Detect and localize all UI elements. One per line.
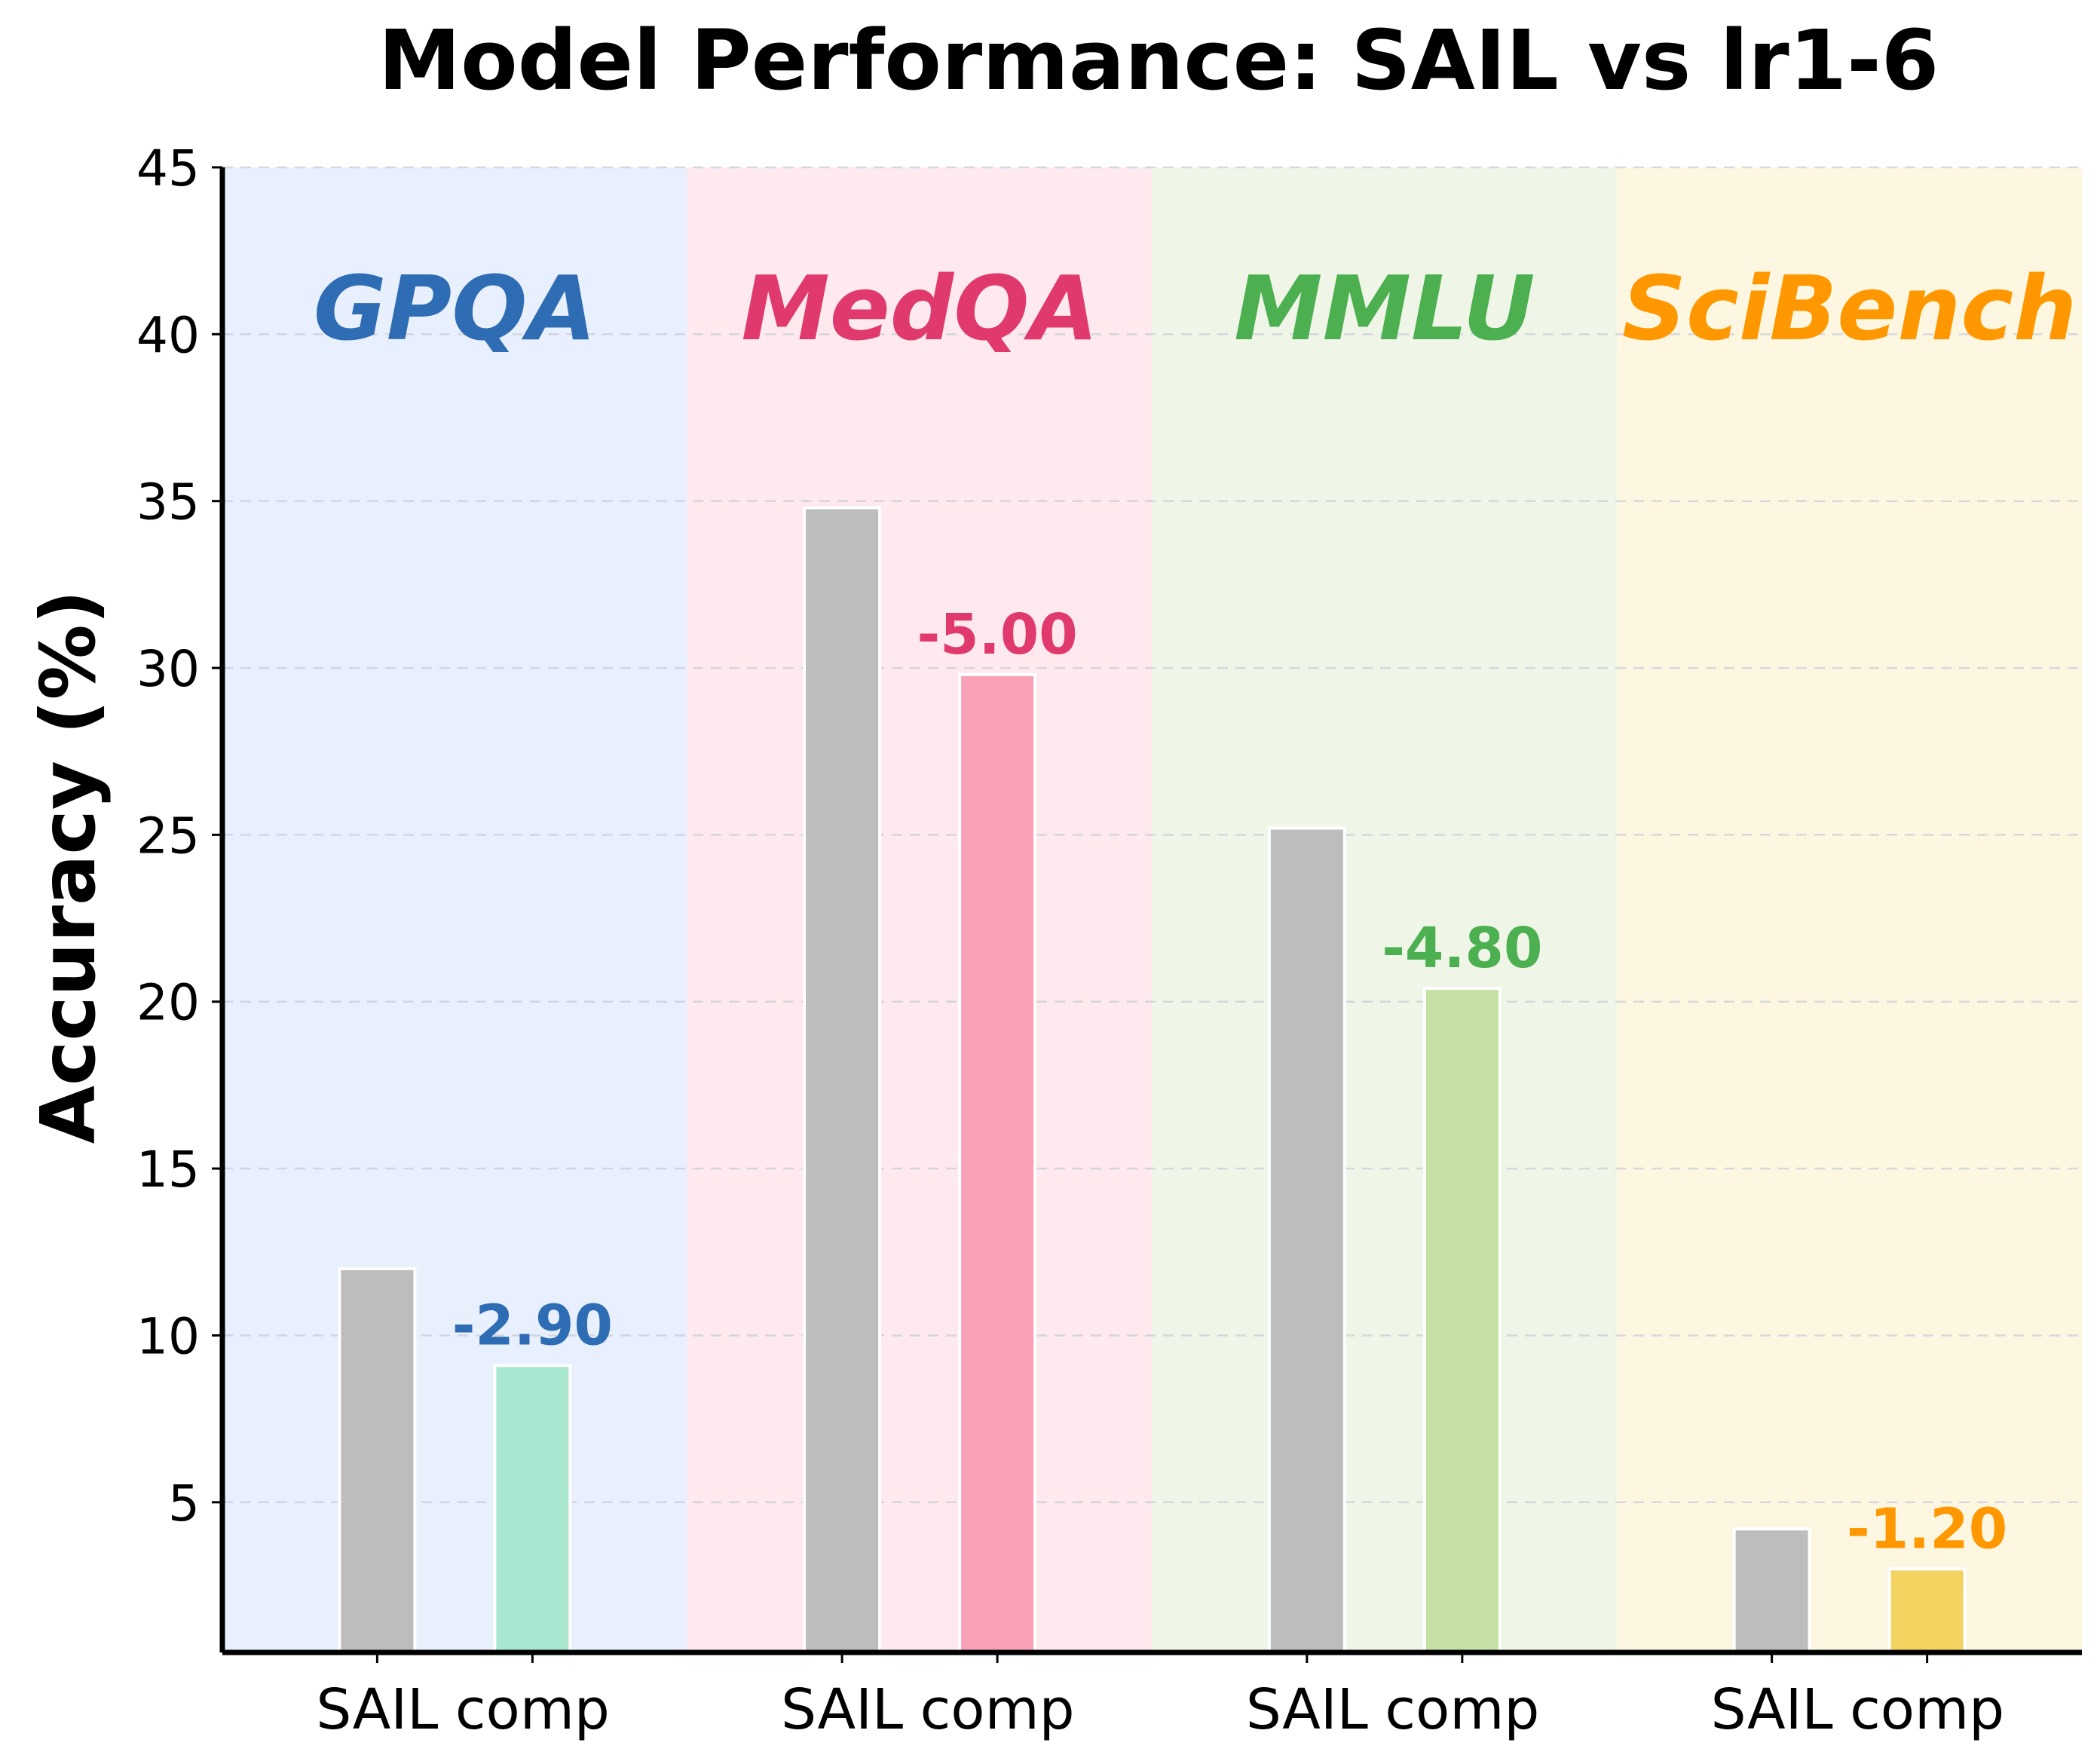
x-tick-label: comp: [920, 1677, 1075, 1742]
bar-medqa-comp: [958, 672, 1037, 1654]
bar-medqa-sail: [803, 506, 882, 1654]
group-title-medqa: MedQA: [741, 256, 1098, 360]
y-tick-label: 5: [168, 1475, 200, 1533]
group-background-scibench: [1617, 167, 2082, 1652]
y-tick-label: 30: [136, 640, 200, 698]
y-axis-label: Accuracy (%): [24, 590, 112, 1144]
group-title-gpqa: GPQA: [314, 256, 596, 360]
axes: [212, 166, 2082, 1663]
x-tick-label: SAIL: [316, 1677, 438, 1742]
labels: GPQA SAIL comp -2.90 MedQA SAIL comp -5.00 MMLU S…: [136, 139, 2077, 1742]
group-background-medqa: [687, 167, 1153, 1652]
diff-label-mmlu: -4.80: [1382, 916, 1542, 981]
y-tick-label: 45: [136, 139, 200, 198]
y-tick-label: 15: [136, 1141, 200, 1199]
bar-scibench-sail: [1732, 1527, 1811, 1655]
chart-title: Model Performance: SAIL vs lr1-6: [378, 12, 1939, 109]
y-tick-label: 35: [136, 473, 200, 531]
group-title-mmlu: MMLU: [1234, 256, 1535, 360]
bar-mmlu-comp: [1422, 987, 1502, 1654]
bar-gpqa-sail: [338, 1266, 417, 1655]
x-tick-label: comp: [1850, 1677, 2004, 1742]
x-tick-label: SAIL: [1246, 1677, 1368, 1742]
diff-label-medqa: -5.00: [917, 602, 1077, 667]
gridlines: [222, 166, 2082, 1504]
x-tick-label: SAIL: [781, 1677, 903, 1742]
group-background-gpqa: [222, 167, 687, 1652]
bar-scibench-comp: [1887, 1567, 1967, 1655]
diff-label-scibench: -1.20: [1847, 1496, 2007, 1561]
x-tick-label: comp: [455, 1677, 610, 1742]
x-tick-label: SAIL: [1711, 1677, 1833, 1742]
x-tick-label: comp: [1385, 1677, 1539, 1742]
group-backgrounds: [222, 167, 2082, 1652]
y-tick-label: 40: [136, 306, 200, 364]
bar-mmlu-sail: [1267, 826, 1346, 1654]
diff-label-gpqa: -2.90: [452, 1293, 613, 1358]
y-tick-label: 20: [136, 974, 200, 1032]
group-background-mmlu: [1152, 167, 1618, 1652]
y-tick-label: 25: [136, 807, 200, 865]
group-title-scibench: SciBench: [1622, 256, 2077, 360]
bars: [338, 506, 1967, 1655]
y-tick-label: 10: [136, 1307, 200, 1365]
bar-gpqa-comp: [493, 1364, 572, 1654]
